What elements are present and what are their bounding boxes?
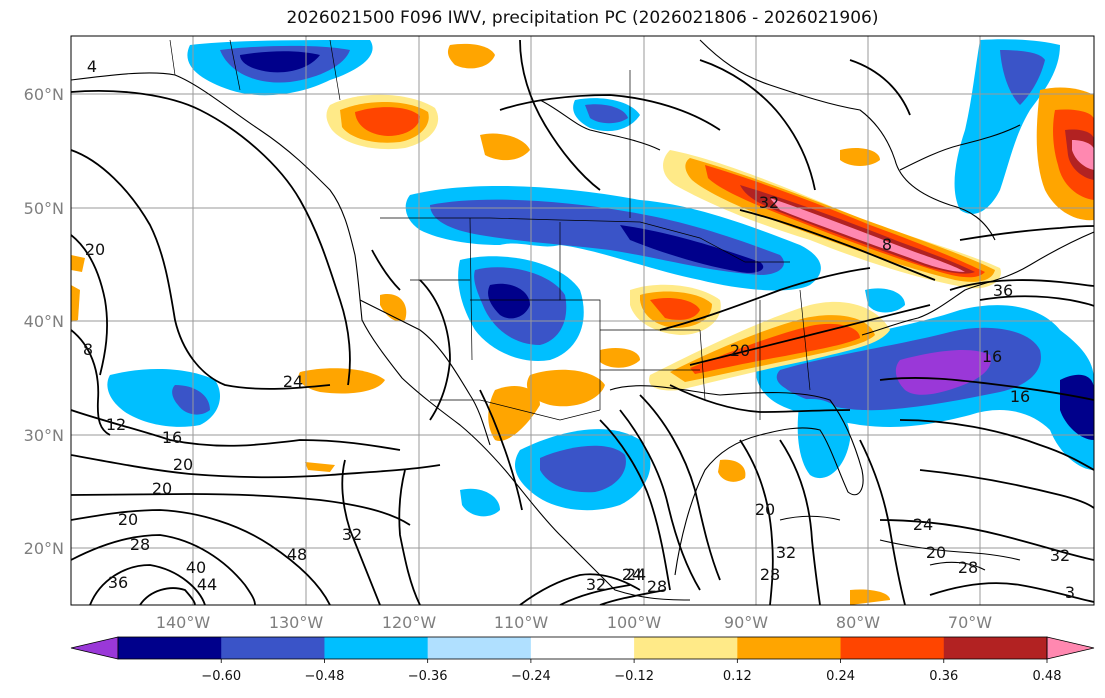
iwv-contours	[71, 39, 1094, 605]
map-title: 2026021500 F096 IWV, precipitation PC (2…	[286, 8, 879, 28]
colorbar-segment	[118, 637, 222, 659]
coastlines	[71, 39, 1094, 601]
contour-label: 12	[106, 415, 126, 434]
longitude-tick-labels: 140°W 130°W 120°W 110°W 100°W 90°W 80°W 70°W	[156, 613, 992, 632]
latitude-tick-label: 20°N	[24, 539, 64, 558]
colorbar-segment	[221, 637, 325, 659]
colorbar-label: 0.48	[1033, 669, 1062, 684]
colorbar-segment	[530, 637, 635, 659]
colorbar-segment	[737, 637, 842, 659]
colorbar-label: −0.60	[201, 669, 241, 684]
colorbar-extend-high	[1046, 636, 1095, 660]
contour-label: 32	[776, 543, 796, 562]
longitude-tick-label: 130°W	[269, 613, 324, 632]
colorbar	[70, 636, 1095, 660]
longitude-tick-label: 100°W	[607, 613, 662, 632]
contour-label: 32	[1050, 546, 1070, 565]
longitude-tick-label: 120°W	[382, 613, 437, 632]
colorbar-segment	[634, 637, 738, 659]
contour-label: 32	[586, 575, 606, 594]
latitude-tick-label: 30°N	[24, 426, 64, 445]
longitude-tick-label: 70°W	[948, 613, 992, 632]
contour-label: 20	[755, 500, 775, 519]
contour-label: 28	[130, 535, 150, 554]
latitude-tick-labels: 60°N 50°N 40°N 30°N 20°N	[24, 85, 64, 558]
contour-label: 20	[85, 240, 105, 259]
contour-label: 8	[882, 235, 892, 254]
contour-label: 24	[626, 565, 646, 584]
contour-label: 28	[647, 577, 667, 596]
contour-label: 4	[87, 57, 97, 76]
map-panel: 4208121620202028364044483224202432282420…	[71, 36, 1094, 605]
contour-label: 24	[913, 515, 933, 534]
political-borders	[169, 39, 811, 421]
colorbar-label: −0.36	[408, 669, 448, 684]
contour-label: 24	[622, 565, 642, 584]
latitude-tick-label: 60°N	[24, 85, 64, 104]
contour-label: 32	[342, 525, 362, 544]
latitude-tick-label: 40°N	[24, 312, 64, 331]
colorbar-extend-low	[70, 636, 119, 660]
contour-label: 8	[83, 340, 93, 359]
colorbar-label: −0.12	[614, 669, 654, 684]
colorbar-segment	[324, 637, 429, 659]
colorbar-label: −0.48	[305, 669, 345, 684]
contour-label: 36	[993, 281, 1013, 300]
contour-label: 32	[759, 193, 779, 212]
contour-label: 24	[283, 372, 303, 391]
contour-label: 40	[186, 558, 206, 577]
map-frame	[70, 35, 1095, 606]
contour-label: 16	[1010, 387, 1030, 406]
colorbar-label: 0.24	[826, 669, 855, 684]
colorbar-label: 0.12	[723, 669, 752, 684]
latitude-tick-label: 50°N	[24, 199, 64, 218]
longitude-tick-label: 140°W	[156, 613, 211, 632]
contour-label: 16	[162, 428, 182, 447]
positive-anomaly-shading	[71, 43, 1094, 605]
contour-label: 28	[760, 565, 780, 584]
longitude-tick-label: 80°W	[836, 613, 880, 632]
contour-label: 48	[287, 545, 307, 564]
colorbar-label: −0.24	[511, 669, 551, 684]
longitude-tick-label: 110°W	[494, 613, 549, 632]
contour-label: 20	[730, 341, 750, 360]
colorbar-labels: −0.60 −0.48 −0.36 −0.24 −0.12 0.12 0.24 0.36 0.4…	[201, 659, 1062, 684]
contour-label: 44	[197, 575, 217, 594]
colorbar-segment	[840, 637, 945, 659]
colorbar-segment	[427, 637, 532, 659]
contour-label: 3	[1065, 583, 1075, 602]
longitude-tick-label: 90°W	[724, 613, 768, 632]
contour-label: 36	[108, 573, 128, 592]
lat-lon-grid	[71, 36, 1094, 605]
contour-label: 20	[926, 543, 946, 562]
colorbar-segment	[943, 637, 1048, 659]
contour-label: 28	[958, 558, 978, 577]
contour-label: 20	[173, 455, 193, 474]
contour-label: 20	[118, 510, 138, 529]
contour-label: 16	[982, 347, 1002, 366]
contour-labels: 4208121620202028364044483224202432282420…	[83, 57, 1075, 602]
colorbar-label: 0.36	[929, 669, 958, 684]
contour-label: 20	[152, 479, 172, 498]
